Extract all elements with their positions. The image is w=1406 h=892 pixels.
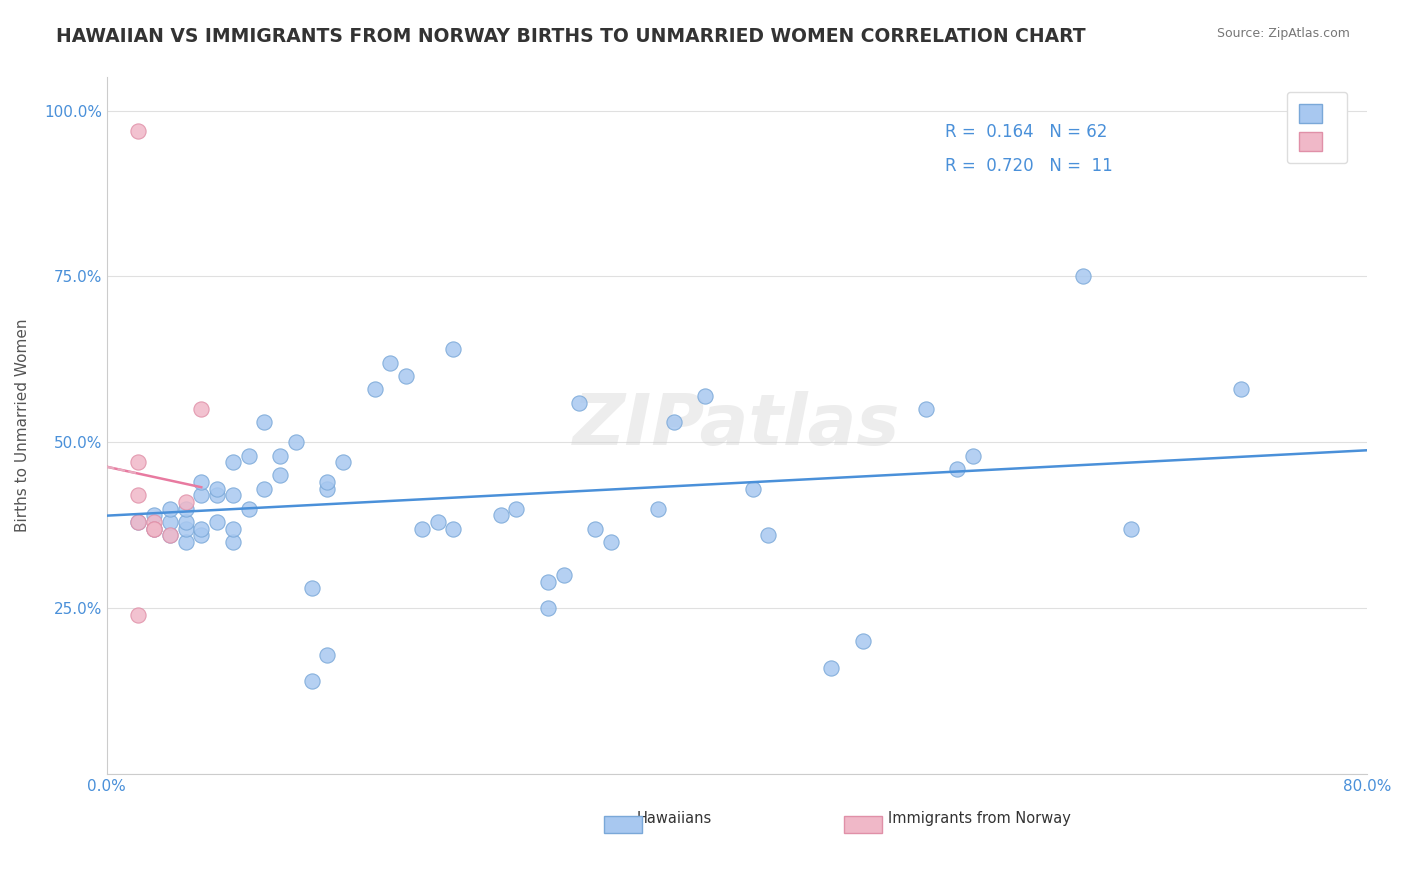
Text: ZIPatlas: ZIPatlas xyxy=(574,392,900,460)
Point xyxy=(222,522,245,536)
Point xyxy=(1119,522,1142,536)
Point xyxy=(159,515,181,529)
Point xyxy=(222,534,245,549)
Point xyxy=(363,382,385,396)
Point xyxy=(962,449,984,463)
Text: Hawaiians: Hawaiians xyxy=(636,811,711,826)
Y-axis label: Births to Unmarried Women: Births to Unmarried Women xyxy=(15,319,30,533)
Point xyxy=(127,123,149,137)
Point xyxy=(159,528,181,542)
Point xyxy=(238,449,260,463)
Text: HAWAIIAN VS IMMIGRANTS FROM NORWAY BIRTHS TO UNMARRIED WOMEN CORRELATION CHART: HAWAIIAN VS IMMIGRANTS FROM NORWAY BIRTH… xyxy=(56,27,1085,45)
Point xyxy=(238,501,260,516)
Point xyxy=(190,528,212,542)
Point xyxy=(741,482,763,496)
Point xyxy=(143,522,166,536)
Point xyxy=(190,402,212,417)
Point xyxy=(205,482,228,496)
Point xyxy=(946,462,969,476)
Point xyxy=(441,522,464,536)
Point xyxy=(143,515,166,529)
Point xyxy=(174,522,197,536)
Point xyxy=(820,661,842,675)
Point xyxy=(380,356,402,370)
Point xyxy=(190,488,212,502)
Point xyxy=(1230,382,1253,396)
Point xyxy=(756,528,779,542)
Point xyxy=(143,508,166,523)
Point xyxy=(127,515,149,529)
Point xyxy=(301,674,323,689)
Point xyxy=(269,449,291,463)
Point xyxy=(599,534,621,549)
Point xyxy=(489,508,512,523)
Point xyxy=(253,482,276,496)
FancyBboxPatch shape xyxy=(844,816,882,833)
Point xyxy=(695,389,717,403)
Point xyxy=(284,435,307,450)
Point xyxy=(159,501,181,516)
Point xyxy=(411,522,433,536)
Point xyxy=(174,501,197,516)
Point xyxy=(647,501,669,516)
Point xyxy=(269,468,291,483)
Point xyxy=(441,343,464,357)
Point xyxy=(127,607,149,622)
Point xyxy=(852,634,875,648)
Point xyxy=(127,515,149,529)
Point xyxy=(143,522,166,536)
Point xyxy=(222,488,245,502)
Point xyxy=(316,648,339,662)
Point xyxy=(1071,269,1094,284)
Point xyxy=(174,495,197,509)
Point xyxy=(316,475,339,489)
Point xyxy=(316,482,339,496)
Point xyxy=(127,488,149,502)
Text: Source: ZipAtlas.com: Source: ZipAtlas.com xyxy=(1216,27,1350,40)
Point xyxy=(568,395,591,409)
Text: Immigrants from Norway: Immigrants from Norway xyxy=(889,811,1071,826)
Point xyxy=(174,534,197,549)
Point xyxy=(537,601,560,615)
Point xyxy=(205,515,228,529)
Point xyxy=(159,528,181,542)
Point xyxy=(174,515,197,529)
Point xyxy=(583,522,606,536)
Point xyxy=(143,522,166,536)
Point xyxy=(426,515,449,529)
Point xyxy=(222,455,245,469)
Legend: , : , xyxy=(1286,92,1347,163)
Point xyxy=(662,416,685,430)
Point xyxy=(505,501,527,516)
Point xyxy=(537,574,560,589)
Text: R =  0.164   N = 62: R = 0.164 N = 62 xyxy=(945,122,1107,141)
Point xyxy=(914,402,936,417)
Point xyxy=(190,475,212,489)
Point xyxy=(127,455,149,469)
Point xyxy=(205,488,228,502)
Point xyxy=(253,416,276,430)
FancyBboxPatch shape xyxy=(605,816,643,833)
Text: R =  0.720   N =  11: R = 0.720 N = 11 xyxy=(945,157,1112,175)
Point xyxy=(190,522,212,536)
Point xyxy=(301,581,323,595)
Point xyxy=(395,368,418,383)
Point xyxy=(332,455,354,469)
Point xyxy=(553,568,575,582)
